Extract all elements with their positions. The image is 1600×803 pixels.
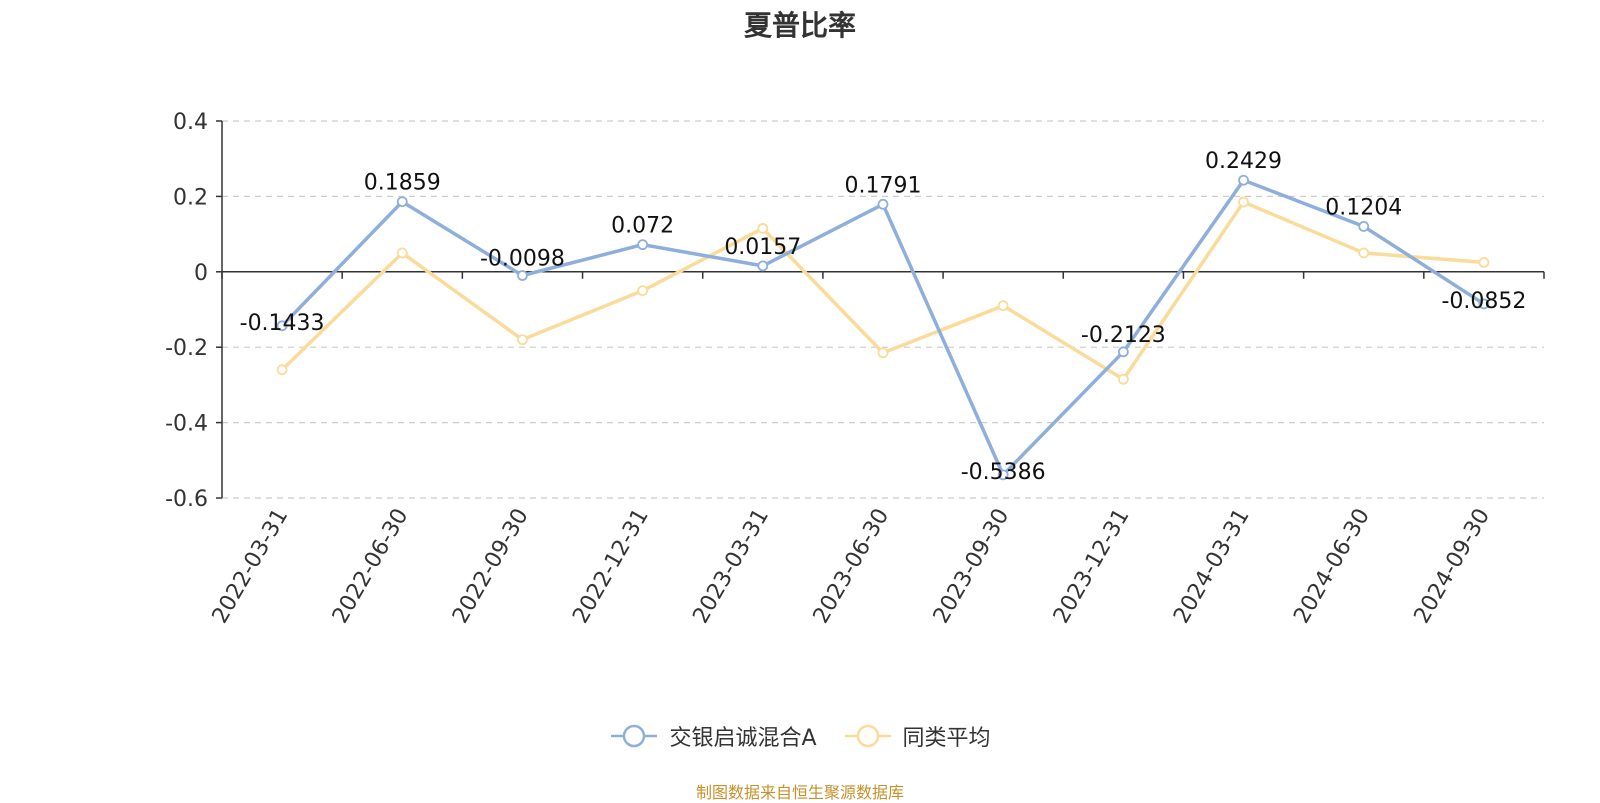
- data-label: 0.1204: [1325, 195, 1402, 220]
- data-label: -0.0098: [480, 246, 565, 271]
- series-lines: [276, 174, 1490, 481]
- data-label: -0.5386: [961, 460, 1046, 485]
- series-2-point: [997, 300, 1009, 312]
- data-label: 0.0157: [724, 235, 801, 260]
- legend-marker-icon: [611, 724, 658, 748]
- series-1-point: [997, 469, 1009, 481]
- x-tick-label: 2022-09-30: [448, 505, 534, 628]
- x-tick-label: 2024-03-31: [1169, 505, 1255, 628]
- data-labels: -0.1433 0.1859 -0.0098 0.072 0.0157 0.1791 -0.…: [240, 149, 1527, 485]
- series-1-point: [637, 239, 649, 251]
- series-1-point: [1238, 174, 1249, 186]
- x-tick-label: 2022-06-30: [328, 504, 414, 627]
- data-label: -0.1433: [240, 311, 325, 336]
- x-tick-label: 2023-12-31: [1049, 505, 1135, 628]
- series-1-point: [877, 198, 889, 210]
- source-note: 制图数据来自恒生聚源数据库: [695, 783, 904, 802]
- y-tick-label: -0.2: [165, 336, 208, 361]
- series-2-point: [1117, 373, 1129, 385]
- y-tick-label: 0.2: [173, 185, 208, 210]
- series-1-point: [517, 270, 528, 281]
- x-tick-label: 2022-12-31: [568, 505, 654, 628]
- y-tick-label: 0: [194, 261, 208, 286]
- legend-label: 交银启诚混合A: [669, 726, 817, 751]
- data-label: 0.1859: [364, 171, 441, 196]
- gridlines: [222, 120, 1544, 499]
- data-label: 0.072: [611, 214, 674, 239]
- x-tick-label: 2023-06-30: [809, 505, 895, 628]
- legend-item-series-2[interactable]: 同类平均: [843, 720, 991, 752]
- data-label: -0.2123: [1081, 323, 1166, 348]
- series-2-point: [757, 223, 769, 234]
- data-label: -0.0852: [1441, 289, 1526, 314]
- series-1-point: [1358, 221, 1370, 232]
- series-2-point: [517, 334, 528, 346]
- series-1-point: [1117, 346, 1129, 358]
- series-1-point: [1478, 298, 1490, 310]
- x-tick-label: 2023-03-31: [688, 505, 774, 628]
- data-label: 0.2429: [1205, 149, 1282, 174]
- legend-marker-icon: [844, 724, 891, 748]
- x-tick-label: 2024-06-30: [1289, 505, 1375, 628]
- legend-label: 同类平均: [902, 726, 991, 751]
- series-2-point: [877, 347, 889, 359]
- series-2-point: [1358, 247, 1370, 259]
- series-2-point: [396, 247, 408, 259]
- x-tick-label: 2022-03-31: [208, 505, 294, 628]
- y-tick-label: -0.4: [165, 412, 208, 437]
- series-2-point: [276, 364, 288, 376]
- y-tick-label: 0.4: [173, 110, 208, 135]
- legend-item-series-1[interactable]: 交银启诚混合A: [609, 720, 817, 752]
- x-tick-label: 2023-09-30: [929, 505, 1015, 628]
- y-tick-label: -0.6: [165, 487, 208, 512]
- data-label: 0.1791: [845, 173, 922, 198]
- series-line-1: [280, 178, 1485, 477]
- chart-title: 夏普比率: [743, 9, 856, 42]
- legend: 交银启诚混合A 同类平均: [0, 720, 1600, 752]
- series-2-point: [637, 285, 649, 297]
- series-2-point: [1478, 256, 1490, 268]
- series-2-point: [1238, 196, 1249, 208]
- x-tick-label: 2024-09-30: [1410, 505, 1496, 628]
- series-1-point: [276, 320, 288, 332]
- series-1-point: [757, 260, 769, 272]
- series-1-point: [396, 196, 408, 208]
